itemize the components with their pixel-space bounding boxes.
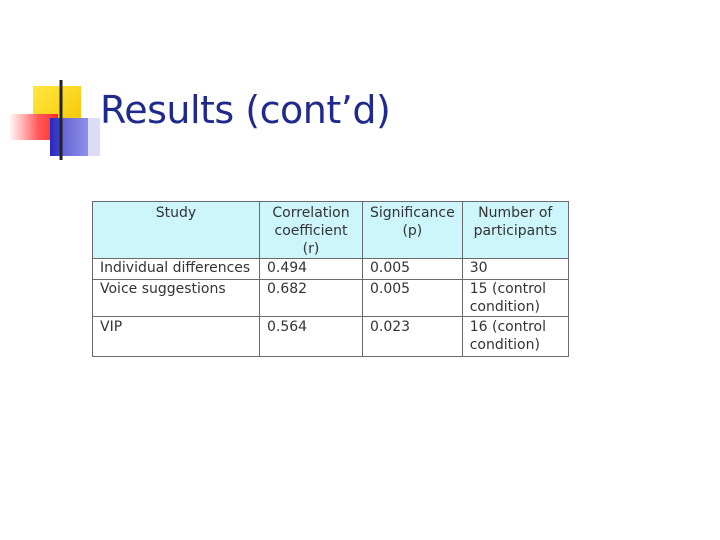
slide-title: Results (cont’d): [100, 88, 391, 132]
table-header-row: Study Correlation coefficient (r) Signif…: [92, 201, 569, 259]
header-participants: Number of participants: [461, 201, 569, 259]
header-correlation: Correlation coefficient (r): [259, 201, 363, 259]
cell-participants: 15 (control condition): [461, 279, 569, 317]
table-row: Voice suggestions 0.682 0.005 15 (contro…: [92, 279, 569, 317]
cell-study: Individual differences: [92, 258, 260, 280]
cell-study: VIP: [92, 316, 260, 357]
title-decoration: [8, 80, 690, 160]
results-table: Study Correlation coefficient (r) Signif…: [92, 201, 569, 357]
red-bar: [8, 114, 58, 140]
table-row: VIP 0.564 0.023 16 (control condition): [92, 316, 569, 357]
blue-square: [50, 118, 88, 156]
cell-significance: 0.005: [362, 258, 463, 280]
header-significance: Significance (p): [362, 201, 463, 259]
cell-participants: 30: [461, 258, 569, 280]
header-study: Study: [92, 201, 260, 259]
cell-participants: 16 (control condition): [461, 316, 569, 357]
cell-correlation: 0.564: [259, 316, 363, 357]
table-row: Individual differences 0.494 0.005 30: [92, 258, 569, 280]
cell-significance: 0.023: [362, 316, 463, 357]
cell-correlation: 0.494: [259, 258, 363, 280]
blue-fade: [60, 118, 100, 156]
cell-correlation: 0.682: [259, 279, 363, 317]
cell-significance: 0.005: [362, 279, 463, 317]
cell-study: Voice suggestions: [92, 279, 260, 317]
